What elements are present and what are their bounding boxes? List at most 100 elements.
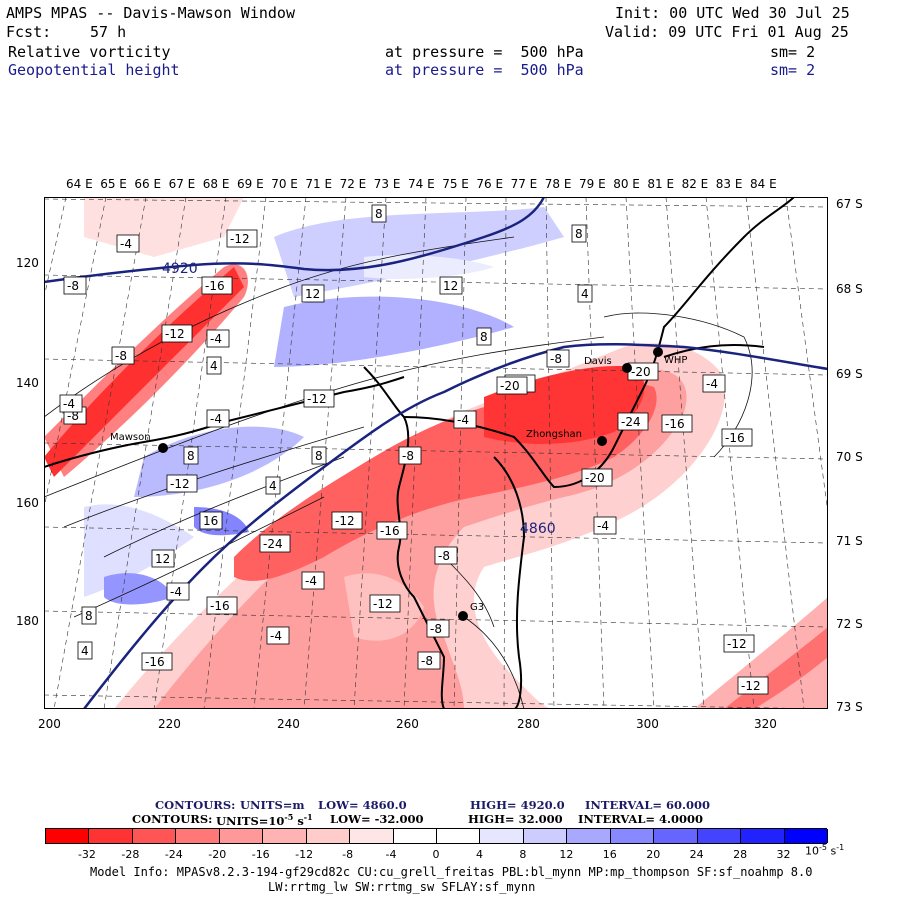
x-tick-label: 260 bbox=[396, 717, 419, 731]
color-bar-tick-label: 28 bbox=[733, 848, 748, 861]
svg-text:-4: -4 bbox=[597, 519, 609, 533]
svg-text:-8: -8 bbox=[430, 622, 442, 636]
svg-text:-16: -16 bbox=[205, 279, 225, 293]
vorticity-label: -24 bbox=[617, 412, 649, 431]
vorticity-label: -4 bbox=[59, 394, 83, 413]
vorticity-label: -12 bbox=[226, 229, 258, 248]
y-tick-label: 180 bbox=[16, 614, 39, 628]
vorticity-label: -24 bbox=[259, 534, 291, 553]
lon-label: 71 E bbox=[305, 177, 333, 191]
legend-high-1: HIGH= 4920.0 bbox=[470, 798, 565, 812]
legend-interval-2: INTERVAL= 4.0000 bbox=[578, 812, 704, 826]
svg-text:12: 12 bbox=[305, 287, 320, 301]
lon-label: 70 E bbox=[271, 177, 298, 191]
svg-text:-8: -8 bbox=[550, 352, 562, 366]
color-bar-tick-label: 24 bbox=[689, 848, 704, 861]
vorticity-label: -8 bbox=[63, 276, 87, 295]
vorticity-label: 8 bbox=[571, 224, 587, 243]
svg-text:8: 8 bbox=[85, 609, 93, 623]
lat-lon-grid bbox=[44, 197, 828, 709]
color-bar-tick-label: -28 bbox=[121, 848, 140, 861]
color-bar-tick-label: -12 bbox=[295, 848, 314, 861]
vorticity-label: -12 bbox=[737, 676, 769, 695]
x-tick-label: 240 bbox=[277, 717, 300, 731]
lon-label: 69 E bbox=[237, 177, 264, 191]
lon-label: 76 E bbox=[476, 177, 504, 191]
lon-label: 65 E bbox=[100, 177, 127, 191]
lat-label: 71 S bbox=[836, 534, 863, 548]
color-bar-segment bbox=[219, 829, 264, 843]
color-bar-segment bbox=[263, 829, 307, 843]
vorticity-label: 4 bbox=[265, 476, 281, 495]
station-mawson: Mawson bbox=[110, 432, 168, 453]
svg-text:-16: -16 bbox=[725, 431, 745, 445]
svg-text:Zhongshan: Zhongshan bbox=[526, 429, 582, 440]
vorticity-label: 8 bbox=[311, 446, 327, 465]
lon-label: 64 E bbox=[66, 177, 93, 191]
legend-units-2: UNITS=10-5 s-1 bbox=[216, 812, 313, 828]
vorticity-label: -4 bbox=[116, 234, 140, 253]
model-info-2: LW:rrtmg_lw SW:rrtmg_sw SFLAY:sf_mynn bbox=[268, 880, 536, 894]
vorticity-label: -16 bbox=[376, 521, 408, 540]
vorticity-label: -16 bbox=[206, 596, 238, 615]
svg-text:-4: -4 bbox=[210, 412, 222, 426]
vorticity-label: -8 bbox=[434, 546, 458, 565]
legend-high-2: HIGH= 32.000 bbox=[468, 812, 563, 826]
x-tick-label: 200 bbox=[38, 717, 61, 731]
svg-text:-8: -8 bbox=[438, 549, 450, 563]
svg-text:8: 8 bbox=[315, 449, 323, 463]
color-bar-segment bbox=[567, 829, 611, 843]
svg-text:-8: -8 bbox=[67, 279, 79, 293]
svg-text:8: 8 bbox=[575, 227, 583, 241]
color-bar-tick-label: 16 bbox=[602, 848, 617, 861]
vorticity-label: 8 bbox=[476, 327, 492, 346]
svg-text:-4: -4 bbox=[270, 629, 282, 643]
field2-name: Geopotential height bbox=[8, 61, 180, 79]
plot-title: AMPS MPAS -- Davis-Mawson Window bbox=[6, 4, 295, 22]
x-tick-label: 220 bbox=[158, 717, 181, 731]
color-bar-tick-label: 20 bbox=[646, 848, 661, 861]
vorticity-label: -16 bbox=[141, 652, 173, 671]
color-bar-tick-label: -8 bbox=[342, 848, 354, 861]
color-bar bbox=[45, 828, 828, 844]
lon-label: 80 E bbox=[613, 177, 640, 191]
color-bar-segment bbox=[46, 829, 90, 843]
svg-text:-4: -4 bbox=[305, 574, 317, 588]
y-tick-label: 120 bbox=[16, 256, 39, 270]
lon-label: 66 E bbox=[134, 177, 162, 191]
vorticity-label: 12 bbox=[301, 284, 325, 303]
color-bar-tick-label: 0 bbox=[432, 848, 440, 861]
color-bar-segment bbox=[132, 829, 177, 843]
color-bar-tick-label: -16 bbox=[251, 848, 270, 861]
svg-text:12: 12 bbox=[443, 279, 458, 293]
y-tick-label: 140 bbox=[16, 376, 39, 390]
color-bar-tick-label: -24 bbox=[164, 848, 183, 861]
lat-label: 70 S bbox=[836, 450, 863, 464]
lon-label: 74 E bbox=[408, 177, 435, 191]
vorticity-label: -8 bbox=[417, 651, 441, 670]
svg-text:4: 4 bbox=[210, 359, 218, 373]
station-zhongshan: Zhongshan bbox=[526, 429, 607, 446]
color-bar-segment bbox=[437, 829, 481, 843]
station-whp: WHP bbox=[653, 347, 687, 366]
vorticity-label: -20 bbox=[581, 468, 613, 487]
vorticity-label: -4 bbox=[206, 409, 230, 428]
model-info: Model Info: MPASv8.2.3-194-gf29cd82c CU:… bbox=[90, 865, 813, 879]
legend-low-1: LOW= 4860.0 bbox=[318, 798, 407, 812]
svg-text:4: 4 bbox=[581, 287, 589, 301]
svg-text:-20: -20 bbox=[585, 471, 605, 485]
field2-level: at pressure = 500 hPa bbox=[385, 61, 584, 79]
svg-text:-8: -8 bbox=[67, 409, 79, 423]
svg-text:-12: -12 bbox=[373, 597, 393, 611]
color-bar-segment bbox=[784, 829, 828, 843]
init-time: Init: 00 UTC Wed 30 Jul 25 bbox=[615, 4, 850, 22]
svg-text:-16: -16 bbox=[380, 524, 400, 538]
field1-level: at pressure = 500 hPa bbox=[385, 43, 584, 61]
lon-label: 72 E bbox=[339, 177, 367, 191]
color-bar-segment bbox=[654, 829, 698, 843]
vorticity-label: -12 bbox=[369, 594, 401, 613]
svg-text:-16: -16 bbox=[210, 599, 230, 613]
vorticity-label: -4 bbox=[301, 571, 325, 590]
vorticity-label: -20 bbox=[496, 376, 528, 395]
vorticity-map: -4-12-8-16-12-4-8-8488121284-4-8-24-12-4… bbox=[44, 197, 828, 709]
